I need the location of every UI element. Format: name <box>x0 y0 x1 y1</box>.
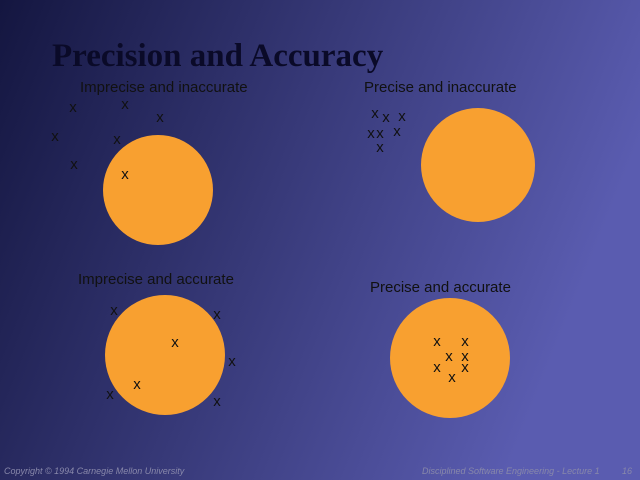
shot-mark: x <box>110 302 118 319</box>
target <box>390 298 510 418</box>
shot-mark: x <box>51 128 59 145</box>
shot-mark: x <box>376 125 384 142</box>
panel-label: Imprecise and inaccurate <box>80 79 248 96</box>
shot-mark: x <box>156 109 164 126</box>
shot-mark: x <box>113 131 121 148</box>
shot-mark: x <box>445 348 453 365</box>
shot-mark: x <box>461 333 469 350</box>
shot-mark: x <box>121 96 129 113</box>
shot-mark: x <box>367 125 375 142</box>
footer-text: Disciplined Software Engineering - Lectu… <box>422 466 600 476</box>
page-number: 16 <box>622 466 632 476</box>
shot-mark: x <box>433 333 441 350</box>
copyright: Copyright © 1994 Carnegie Mellon Univers… <box>4 466 185 476</box>
shot-mark: x <box>171 334 179 351</box>
shot-mark: x <box>228 353 236 370</box>
shot-mark: x <box>69 99 77 116</box>
shot-mark: x <box>398 108 406 125</box>
shot-mark: x <box>376 139 384 156</box>
shot-mark: x <box>106 386 114 403</box>
shot-mark: x <box>70 156 78 173</box>
target <box>105 295 225 415</box>
shot-mark: x <box>433 359 441 376</box>
target <box>103 135 213 245</box>
panel-label: Imprecise and accurate <box>78 271 234 288</box>
shot-mark: x <box>461 359 469 376</box>
shot-mark: x <box>382 109 390 126</box>
shot-mark: x <box>371 105 379 122</box>
shot-mark: x <box>448 369 456 386</box>
shot-mark: x <box>213 393 221 410</box>
shot-mark: x <box>213 306 221 323</box>
target <box>421 108 535 222</box>
panel-label: Precise and inaccurate <box>364 79 517 96</box>
shot-mark: x <box>121 166 129 183</box>
shot-mark: x <box>133 376 141 393</box>
shot-mark: x <box>461 348 469 365</box>
shot-mark: x <box>393 123 401 140</box>
title: Precision and Accuracy <box>52 38 384 74</box>
panel-label: Precise and accurate <box>370 279 511 296</box>
